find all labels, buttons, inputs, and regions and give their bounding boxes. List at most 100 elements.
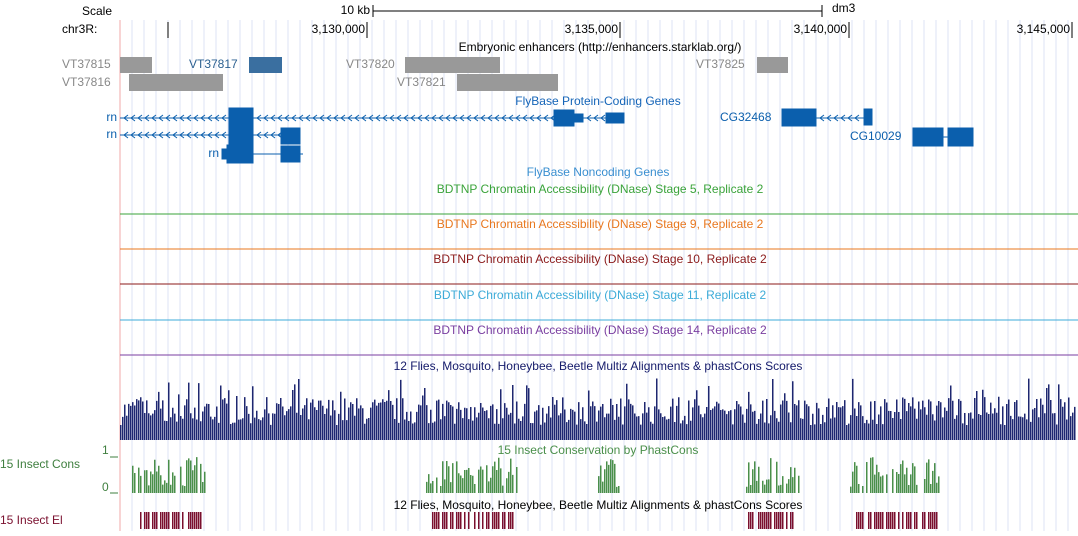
enhancer-label: VT37815 (62, 57, 111, 71)
strand-arrow (158, 131, 164, 139)
strand-arrow (165, 131, 171, 139)
strand-arrow (137, 114, 143, 122)
strand-arrow (312, 114, 318, 122)
strand-arrow (298, 114, 304, 122)
strand-arrow (550, 114, 556, 122)
track-title: BDTNP Chromatin Accessibility (DNase) St… (433, 323, 767, 337)
strand-arrow (123, 131, 129, 139)
strand-arrow (826, 114, 832, 122)
strand-arrow (854, 114, 860, 122)
strand-arrow (214, 131, 220, 139)
strand-arrow (270, 131, 276, 139)
strand-arrow (186, 114, 192, 122)
enhancer[interactable] (249, 57, 282, 73)
strand-arrow (819, 114, 825, 122)
strand-arrow (207, 114, 213, 122)
strand-arrow (396, 114, 402, 122)
strand-arrow (256, 131, 262, 139)
strand-arrow (221, 131, 227, 139)
strand-arrow (833, 114, 839, 122)
track-title: 12 Flies, Mosquito, Honeybee, Beetle Mul… (394, 498, 803, 512)
track-title: FlyBase Noncoding Genes (527, 165, 670, 179)
strand-arrow (291, 114, 297, 122)
strand-arrow (382, 114, 388, 122)
strand-arrow (347, 114, 353, 122)
multiz-wiggle (120, 378, 1076, 440)
strand-arrow (529, 114, 535, 122)
strand-arrow (459, 114, 465, 122)
strand-arrow (452, 114, 458, 122)
strand-arrow (263, 114, 269, 122)
track-label: 15 Insect El (0, 513, 63, 527)
gene-label[interactable]: CG32468 (720, 110, 772, 124)
enhancer-label: VT37825 (696, 57, 745, 71)
strand-arrow (130, 131, 136, 139)
strand-arrow (501, 114, 507, 122)
elements (140, 512, 938, 529)
chrom-label: chr3R: (62, 22, 97, 36)
strand-arrow (466, 114, 472, 122)
enhancer[interactable] (120, 57, 152, 73)
strand-arrow (263, 131, 269, 139)
strand-arrow (165, 114, 171, 122)
enhancer[interactable] (457, 74, 558, 91)
phastcons-wiggle (132, 457, 940, 493)
gene-label[interactable]: rn (106, 127, 117, 141)
axis-label: 0 (102, 480, 109, 494)
strand-arrow (840, 114, 846, 122)
strand-arrow (221, 114, 227, 122)
strand-arrow (368, 114, 374, 122)
strand-arrow (522, 114, 528, 122)
scale-label: Scale (82, 4, 112, 18)
strand-arrow (151, 131, 157, 139)
enhancer-label: VT37817 (189, 57, 238, 71)
strand-arrow (403, 114, 409, 122)
strand-arrow (130, 114, 136, 122)
track-title: BDTNP Chromatin Accessibility (DNase) St… (434, 288, 767, 302)
strand-arrow (480, 114, 486, 122)
strand-arrow (123, 114, 129, 122)
strand-arrow (193, 114, 199, 122)
strand-arrow (445, 114, 451, 122)
strand-arrow (494, 114, 500, 122)
ruler-label: 3,130,000 (312, 22, 366, 36)
strand-arrow (305, 114, 311, 122)
strand-arrow (487, 114, 493, 122)
strand-arrow (847, 114, 853, 122)
enhancer-label: VT37820 (346, 57, 395, 71)
assembly: dm3 (832, 1, 856, 15)
strand-arrow (179, 114, 185, 122)
strand-arrow (214, 114, 220, 122)
strand-arrow (172, 114, 178, 122)
strand-arrow (536, 114, 542, 122)
strand-arrow (151, 114, 157, 122)
strand-arrow (543, 114, 549, 122)
gene-label[interactable]: rn (106, 110, 117, 124)
strand-arrow (508, 114, 514, 122)
strand-arrow (144, 131, 150, 139)
strand-arrow (200, 114, 206, 122)
strand-arrow (375, 114, 381, 122)
ruler-label: 3,135,000 (565, 22, 619, 36)
strand-arrow (319, 114, 325, 122)
enhancer[interactable] (405, 57, 500, 73)
gene-label[interactable]: CG10029 (850, 129, 902, 143)
strand-arrow (277, 114, 283, 122)
strand-arrow (389, 114, 395, 122)
strand-arrow (137, 131, 143, 139)
track-title: FlyBase Protein-Coding Genes (515, 94, 680, 108)
track-label: 15 Insect Cons (0, 457, 80, 471)
strand-arrow (277, 131, 283, 139)
strand-arrow (193, 131, 199, 139)
guide-lines (131, 20, 1069, 531)
gene-label[interactable]: rn (208, 146, 219, 160)
track-title: 15 Insect Conservation by PhastCons (498, 443, 699, 457)
strand-arrow (431, 114, 437, 122)
strand-arrow (172, 131, 178, 139)
strand-arrow (586, 114, 592, 122)
enhancer[interactable] (757, 57, 788, 73)
enhancer[interactable] (129, 74, 223, 91)
strand-arrow (354, 114, 360, 122)
enhancer-label: VT37816 (62, 75, 111, 89)
